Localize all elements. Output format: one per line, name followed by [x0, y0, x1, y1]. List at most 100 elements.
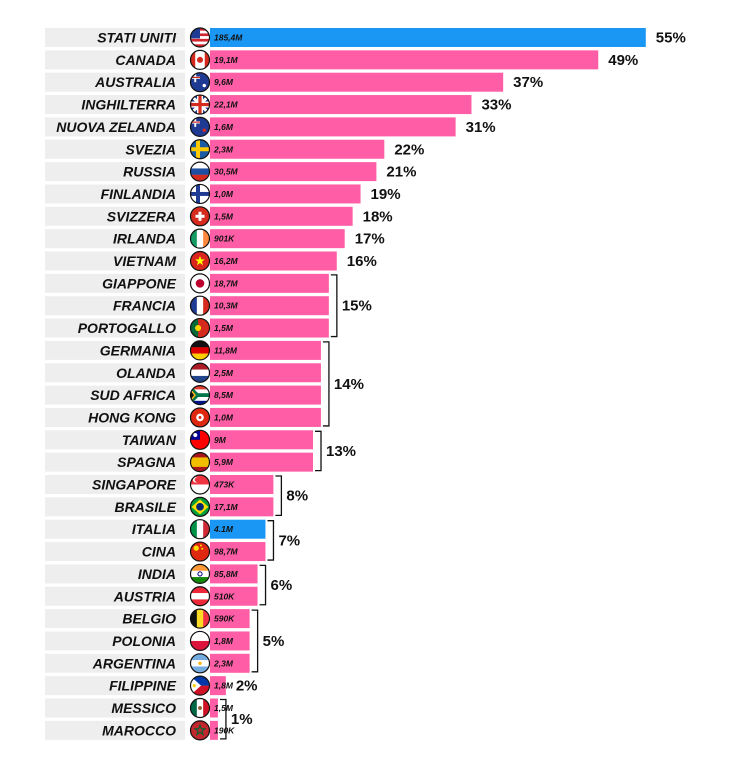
country-label: GIAPPONE	[102, 275, 177, 291]
country-label: NUOVA ZELANDA	[56, 119, 176, 135]
row-band	[45, 542, 185, 562]
austria-flag	[189, 586, 211, 607]
chart-row: FRANCIA 10,3M	[45, 295, 329, 316]
india-flag	[189, 563, 211, 585]
bar	[210, 117, 456, 137]
france-flag	[189, 295, 211, 316]
country-label: SVEZIA	[125, 141, 176, 157]
value-label: 17,1M	[214, 502, 239, 512]
japan-flag	[189, 273, 211, 294]
country-label: SVIZZERA	[107, 208, 176, 224]
percentage-label: 16%	[347, 253, 377, 270]
bar	[210, 653, 250, 673]
percentage-group: 13%	[315, 430, 356, 472]
bar	[210, 162, 377, 182]
switzerland-flag	[189, 206, 211, 227]
row-band	[45, 519, 185, 539]
bar	[210, 273, 329, 293]
bar	[210, 586, 258, 606]
bar	[210, 340, 321, 360]
row-band	[45, 95, 185, 115]
argentina-flag	[189, 653, 211, 674]
chart-row: RUSSIA 30,5M	[45, 161, 377, 182]
chart-row: GIAPPONE 18,7M	[45, 273, 329, 294]
country-label: OLANDA	[116, 365, 176, 381]
country-label: CANADA	[115, 52, 176, 68]
usa-flag	[189, 27, 211, 48]
row-band	[45, 318, 185, 338]
bar	[210, 519, 266, 539]
mexico-flag	[189, 697, 211, 719]
percentage-label: 7%	[278, 532, 300, 549]
country-label: BRASILE	[115, 499, 177, 515]
country-label: SINGAPORE	[92, 477, 177, 493]
group-bracket	[330, 274, 338, 338]
country-label: FINLANDIA	[101, 186, 176, 202]
percentage-label: 49%	[608, 52, 638, 69]
bar	[210, 50, 599, 70]
value-label: 2,3M	[213, 658, 234, 668]
row-band	[45, 296, 185, 316]
rows-layer: STATI UNITI 185,4M CANADA 19,1M AUSTRALIA 9,6…	[45, 27, 646, 741]
percentage-label: 17%	[355, 231, 385, 248]
chart-row: INGHILTERRA 22,1M	[45, 94, 472, 115]
china-flag	[189, 541, 211, 562]
row-band	[45, 698, 185, 718]
uk-flag	[189, 94, 211, 115]
value-label: 510K	[214, 591, 235, 601]
row-band	[45, 720, 185, 740]
singapore-flag	[189, 474, 211, 495]
russia-flag	[189, 161, 211, 182]
netherlands-flag	[189, 362, 211, 383]
brazil-flag	[189, 496, 211, 517]
percentage-group: 7%	[267, 520, 300, 561]
ireland-flag	[189, 228, 211, 249]
chart-row: CINA 98,7M	[45, 541, 266, 562]
percentage-label: 14%	[334, 376, 364, 393]
group-bracket	[219, 698, 227, 740]
country-label: ARGENTINA	[92, 655, 176, 671]
bar	[210, 720, 218, 740]
percentage-group: 19%	[371, 186, 401, 203]
row-band	[45, 139, 185, 159]
chart-row: BRASILE 17,1M	[45, 496, 274, 517]
vietnam-flag	[189, 250, 211, 272]
value-label: 1,0M	[214, 412, 234, 422]
country-label: CINA	[142, 544, 176, 560]
chart-row: FILIPPINE 1,8M	[45, 675, 234, 696]
row-band	[45, 117, 185, 137]
chart-row: IRLANDA 901K	[45, 228, 345, 249]
country-label: HONG KONG	[88, 409, 176, 425]
sweden-flag	[189, 139, 211, 160]
percentage-group: 16%	[347, 253, 377, 270]
canada-flag	[189, 49, 211, 70]
row-band	[45, 676, 185, 696]
country-label: MAROCCO	[102, 722, 176, 738]
group-bracket	[251, 609, 259, 673]
value-label: 9,6M	[214, 77, 234, 87]
chart-row: NUOVA ZELANDA 1,6M	[45, 116, 456, 138]
percentage-group: 22%	[394, 141, 424, 158]
percentage-group: 49%	[608, 52, 638, 69]
bar	[210, 28, 646, 47]
group-bracket	[315, 430, 322, 472]
country-label: AUSTRALIA	[94, 74, 176, 90]
country-label: GERMANIA	[100, 342, 176, 358]
row-band	[45, 609, 185, 629]
country-label: AUSTRIA	[113, 588, 176, 604]
chart-row: HONG KONG 1,0M	[45, 407, 321, 428]
belgium-flag	[189, 608, 211, 629]
value-label: 1,5M	[214, 323, 234, 333]
percentage-group: 18%	[363, 208, 393, 225]
country-label: BELGIO	[122, 611, 176, 627]
percentage-label: 21%	[386, 164, 416, 181]
row-band	[45, 72, 185, 92]
percentage-label: 8%	[286, 488, 308, 505]
row-band	[45, 50, 185, 70]
value-label: 22,1M	[213, 100, 239, 110]
row-band	[45, 430, 185, 450]
value-label: 30,5M	[214, 167, 239, 177]
finland-flag	[189, 183, 211, 205]
percentage-label: 19%	[371, 186, 401, 203]
